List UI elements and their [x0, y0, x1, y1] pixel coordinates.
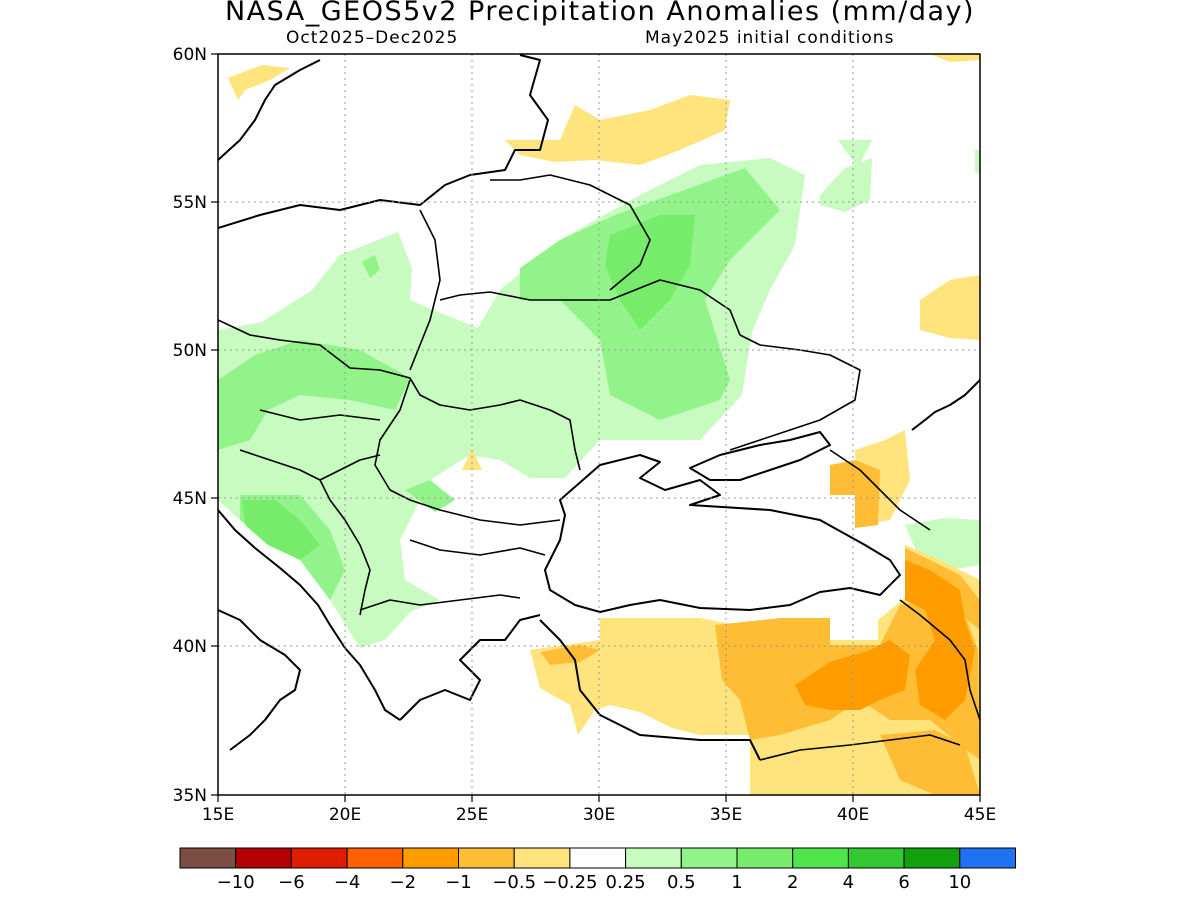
- colorbar-swatch: [625, 847, 682, 869]
- coastlines: [218, 54, 980, 761]
- anomaly-light-orange-caucasus: [830, 460, 880, 528]
- lat-tick-label: 40N: [173, 637, 207, 657]
- lon-tick-label: 25E: [456, 805, 488, 825]
- border-russia-caucasus: [829, 449, 931, 531]
- colorbar-label: −2: [390, 872, 417, 893]
- colorbar-swatch: [792, 847, 849, 869]
- border-balkans-1: [259, 409, 381, 421]
- anomaly-light-green-north: [820, 158, 872, 212]
- colorbar-label: 6: [898, 872, 909, 893]
- caspian-coast: [911, 379, 980, 431]
- border-syria: [759, 734, 961, 761]
- colorbar: −10 −6 −4 −2 −1 −0.5 −0.25 0.25 0.5 1 2 4 6 10: [179, 847, 1016, 893]
- greece-coast: [399, 614, 541, 721]
- colorbar-swatch: [458, 847, 515, 869]
- border-belarus: [490, 174, 651, 291]
- baltic-coast: [218, 54, 549, 229]
- anomaly-mid-green-poland: [362, 255, 380, 278]
- anomaly-light-orange-se: [880, 730, 980, 795]
- colorbar-label: −0.25: [542, 872, 597, 893]
- colorbar-swatch: [346, 847, 404, 869]
- colorbar-label: 2: [787, 872, 798, 893]
- colorbar-swatch: [847, 847, 905, 869]
- turkey-south-coast: [539, 619, 761, 761]
- colorbar-swatch: [959, 847, 1016, 869]
- colorbar-swatch: [402, 847, 459, 869]
- colorbar-label: 4: [843, 872, 854, 893]
- anomaly-fill: [218, 54, 980, 795]
- colorbar-label: 0.5: [667, 872, 696, 893]
- colorbar-label: 10: [948, 872, 971, 893]
- colorbar-swatch: [736, 847, 794, 869]
- lon-tick-label: 20E: [329, 805, 361, 825]
- anomaly-green-adriatic: [242, 500, 320, 560]
- anomaly-yellow-baltic: [505, 95, 730, 165]
- black-sea-coast: [544, 454, 901, 613]
- colorbar-swatch: [513, 847, 571, 869]
- border-turkey-east: [899, 599, 980, 721]
- border-poland-ukraine: [439, 279, 861, 451]
- sweden-coast: [218, 59, 321, 161]
- anomaly-yellow-scandinavia: [228, 65, 290, 100]
- anomaly-yellow-romania: [462, 448, 482, 470]
- border-central: [218, 319, 581, 471]
- anomaly-light-green-east: [838, 140, 872, 168]
- colorbar-label: −0.5: [492, 872, 536, 893]
- lon-tick-label: 40E: [837, 805, 869, 825]
- latitude-labels: 35N 40N 45N 50N 55N 60N: [173, 45, 207, 806]
- border-romania: [374, 379, 561, 526]
- adriatic-coast: [218, 509, 401, 721]
- initial-conditions: May2025 initial conditions: [645, 28, 895, 48]
- border-germany-poland: [409, 209, 441, 371]
- anomaly-light-green-ne: [975, 150, 980, 175]
- colorbar-label: −6: [278, 872, 305, 893]
- anomaly-mid-green-carpathian: [218, 340, 410, 450]
- forecast-period: Oct2025–Dec2025: [286, 28, 459, 48]
- colorbar-label: −10: [217, 872, 255, 893]
- azov-coast: [689, 431, 831, 481]
- colorbar-label: 0.25: [606, 872, 646, 893]
- colorbar-swatch: [290, 847, 348, 869]
- lat-tick-label: 60N: [173, 45, 207, 65]
- lat-tick-label: 55N: [173, 193, 207, 213]
- border-greece: [359, 594, 521, 611]
- longitude-labels: 15E 20E 25E 30E 35E 40E 45E: [202, 805, 996, 825]
- lon-tick-label: 35E: [710, 805, 742, 825]
- colorbar-swatch: [179, 847, 237, 869]
- anomaly-yellow-russia: [920, 275, 980, 340]
- anomaly-yellow-north: [930, 54, 980, 62]
- country-borders: [218, 174, 980, 761]
- border-balkans-3: [319, 479, 371, 616]
- map-grid: [218, 54, 980, 795]
- anomaly-orange-turkey-core: [795, 640, 910, 710]
- lat-tick-label: 35N: [173, 786, 207, 806]
- lon-tick-label: 30E: [583, 805, 615, 825]
- colorbar-swatch: [903, 847, 961, 869]
- colorbar-swatch: [680, 847, 738, 869]
- anomaly-mid-green-dragon: [405, 480, 455, 512]
- lon-tick-label: 45E: [964, 805, 996, 825]
- map-title: NASA_GEOS5v2 Precipitation Anomalies (mm…: [224, 0, 976, 27]
- lat-tick-label: 45N: [173, 489, 207, 509]
- border-bulgaria: [409, 539, 546, 556]
- colorbar-swatch: [235, 847, 292, 869]
- anomaly-green-ukraine-core: [605, 215, 695, 330]
- italy-coast: [218, 609, 301, 751]
- colorbar-label: −4: [334, 872, 361, 893]
- lat-tick-label: 50N: [173, 341, 207, 361]
- colorbar-label: 1: [731, 872, 742, 893]
- anomaly-orange-east: [905, 560, 975, 720]
- lon-tick-label: 15E: [202, 805, 234, 825]
- colorbar-label: −1: [445, 872, 472, 893]
- colorbar-swatch: [569, 847, 627, 869]
- anomaly-light-orange-west: [540, 645, 600, 665]
